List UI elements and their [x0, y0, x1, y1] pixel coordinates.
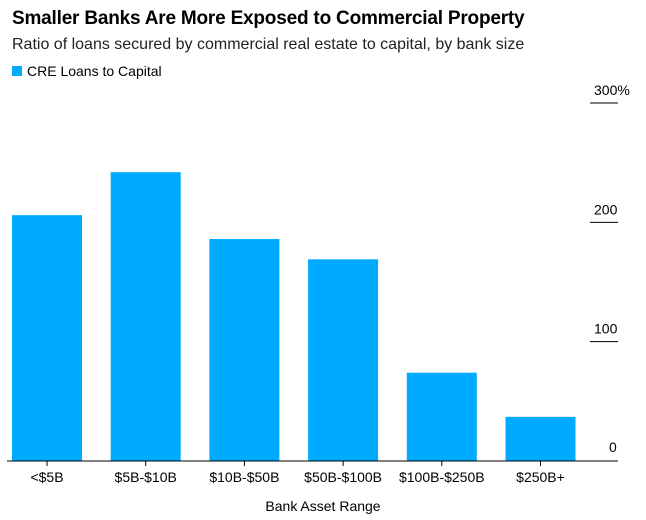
y-tick-label: 200 [594, 201, 618, 217]
x-tick-label: $50B-$100B [304, 469, 382, 485]
y-tick-label: 300% [594, 82, 630, 98]
legend: CRE Loans to Capital [12, 63, 162, 79]
y-tick-label: 0 [609, 439, 617, 455]
chart-title: Smaller Banks Are More Exposed to Commer… [12, 8, 525, 29]
chart-subtitle: Ratio of loans secured by commercial rea… [12, 36, 525, 53]
bar [406, 372, 477, 461]
x-tick-label: $100B-$250B [399, 469, 485, 485]
x-axis-label: Bank Asset Range [265, 498, 381, 514]
y-tick-label: 100 [594, 321, 618, 337]
x-tick-label: $10B-$50B [209, 469, 279, 485]
bar [12, 215, 82, 461]
x-tick-label: <$5B [30, 469, 63, 485]
x-tick-label: $5B-$10B [115, 469, 177, 485]
bar [308, 259, 379, 461]
bar [110, 172, 181, 462]
legend-label: CRE Loans to Capital [27, 63, 162, 79]
bar [505, 416, 576, 461]
bar [209, 239, 280, 461]
legend-swatch [12, 66, 22, 76]
x-tick-label: $250B+ [516, 469, 565, 485]
